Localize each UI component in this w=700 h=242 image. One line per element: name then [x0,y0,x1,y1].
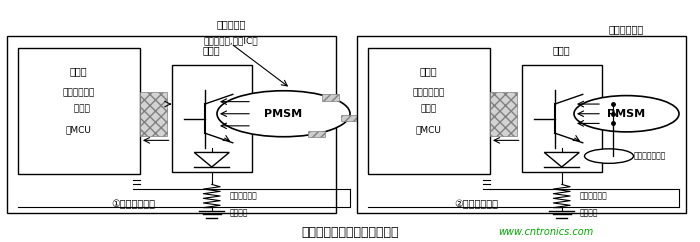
Text: 分流电阻: 分流电阻 [580,208,598,218]
Text: ・MCU: ・MCU [66,126,92,135]
Ellipse shape [584,149,634,163]
Text: 位置传感器: 位置传感器 [216,19,246,29]
Text: 电机驱动控制系统的基本组成: 电机驱动控制系统的基本组成 [301,226,399,239]
Text: www.cntronics.com: www.cntronics.com [498,227,594,237]
Text: 逆变器保护用: 逆变器保护用 [230,191,257,201]
Text: 逆变器保护用: 逆变器保护用 [580,191,607,201]
FancyBboxPatch shape [18,48,140,174]
Text: 控制器: 控制器 [70,66,88,76]
Text: PMSM: PMSM [608,109,645,119]
FancyBboxPatch shape [172,65,252,172]
Text: ①有传感器驱动: ①有传感器驱动 [111,199,155,210]
Text: 逆变器: 逆变器 [553,46,570,56]
FancyBboxPatch shape [7,36,336,213]
FancyBboxPatch shape [140,92,167,136]
Text: ・MCU: ・MCU [416,126,442,135]
Text: PMSM: PMSM [265,109,302,119]
Text: 控制器: 控制器 [420,66,438,76]
Text: 速度电动势检测: 速度电动势检测 [634,151,666,161]
FancyBboxPatch shape [322,94,339,101]
FancyBboxPatch shape [368,48,490,174]
Circle shape [574,96,679,132]
Circle shape [217,91,350,137]
Text: ・硬布线逻辑: ・硬布线逻辑 [62,88,95,97]
Text: 控制器: 控制器 [68,104,90,113]
FancyBboxPatch shape [490,92,517,136]
FancyBboxPatch shape [522,65,602,172]
Text: 分流电阻: 分流电阻 [230,208,248,218]
Text: （霍尔元件,霍尔IC）: （霍尔元件,霍尔IC） [204,37,258,46]
Text: ②无传感器驱动: ②无传感器驱动 [454,199,498,210]
Text: ・硬布线逻辑: ・硬布线逻辑 [412,88,445,97]
Text: 控制器: 控制器 [421,104,437,113]
Text: 无位置传感器: 无位置传感器 [609,24,644,34]
FancyBboxPatch shape [309,130,325,137]
Text: 逆变器: 逆变器 [203,46,220,56]
FancyBboxPatch shape [357,36,686,213]
FancyBboxPatch shape [341,114,358,121]
